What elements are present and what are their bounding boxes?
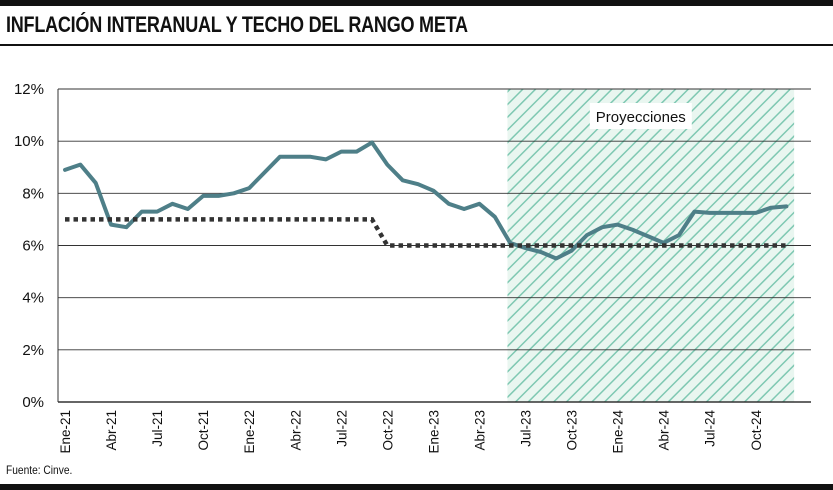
x-tick-label: Abr-22 <box>288 410 303 451</box>
chart-title: INFLACIÓN INTERANUAL Y TECHO DEL RANGO M… <box>6 12 468 37</box>
x-tick-label: Ene-21 <box>58 410 73 454</box>
x-tick-label: Jul-23 <box>519 410 534 447</box>
ceiling-target-line <box>65 217 787 248</box>
x-tick-label: Jul-24 <box>703 410 718 447</box>
x-tick-label: Jul-22 <box>334 410 349 447</box>
x-tick-label: Oct-24 <box>749 410 764 451</box>
y-tick-label: 0% <box>22 394 44 411</box>
y-tick-label: 2% <box>22 342 44 359</box>
x-tick-label: Oct-23 <box>565 410 580 451</box>
y-tick-label: 4% <box>22 290 44 307</box>
x-tick-label: Oct-22 <box>380 410 395 451</box>
x-tick-label: Ene-22 <box>242 410 257 454</box>
x-tick-label: Ene-23 <box>426 410 441 454</box>
x-tick-label: Ene-24 <box>611 410 626 454</box>
y-tick-label: 8% <box>22 185 44 202</box>
x-tick-label: Oct-21 <box>196 410 211 451</box>
x-tick-label: Abr-24 <box>657 410 672 451</box>
source-note: Fuente: Cinve. <box>6 463 73 477</box>
projection-label: Proyecciones <box>596 109 686 126</box>
title-divider <box>0 44 833 46</box>
y-tick-label: 12% <box>14 81 44 98</box>
projection-label-box <box>589 103 692 129</box>
top-rule <box>0 0 833 6</box>
x-tick-label: Jul-21 <box>150 410 165 447</box>
y-tick-label: 10% <box>14 133 44 150</box>
x-tick-label: Abr-21 <box>104 410 119 451</box>
x-tick-label: Abr-23 <box>472 410 487 451</box>
inflation-line <box>63 140 789 261</box>
y-tick-label: 6% <box>22 238 44 255</box>
bottom-rule <box>0 484 833 490</box>
